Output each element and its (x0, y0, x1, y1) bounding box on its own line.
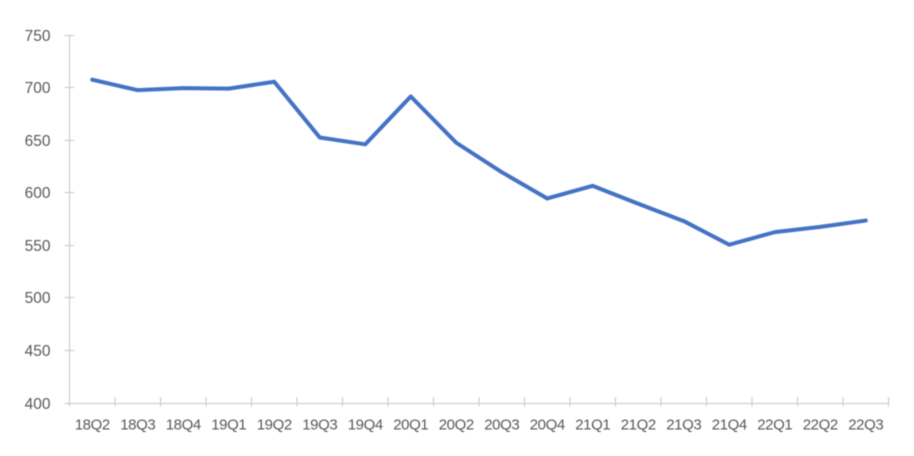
svg-text:750: 750 (25, 28, 51, 45)
svg-text:22Q2: 22Q2 (803, 416, 838, 433)
svg-text:21Q1: 21Q1 (575, 416, 610, 433)
svg-text:18Q2: 18Q2 (75, 416, 110, 433)
svg-text:18Q3: 18Q3 (120, 416, 155, 433)
svg-text:19Q2: 19Q2 (257, 416, 292, 433)
svg-text:20Q4: 20Q4 (530, 416, 565, 433)
svg-text:19Q3: 19Q3 (302, 416, 337, 433)
svg-text:700: 700 (25, 80, 51, 97)
svg-text:21Q4: 21Q4 (712, 416, 747, 433)
svg-text:20Q1: 20Q1 (393, 416, 428, 433)
svg-text:19Q1: 19Q1 (211, 416, 246, 433)
svg-text:22Q3: 22Q3 (848, 416, 883, 433)
svg-text:18Q4: 18Q4 (166, 416, 201, 433)
svg-text:20Q2: 20Q2 (439, 416, 474, 433)
svg-text:22Q1: 22Q1 (757, 416, 792, 433)
svg-text:550: 550 (25, 238, 51, 255)
svg-text:650: 650 (25, 133, 51, 150)
svg-text:600: 600 (25, 185, 51, 202)
svg-text:21Q2: 21Q2 (621, 416, 656, 433)
svg-text:400: 400 (25, 396, 51, 413)
svg-text:20Q3: 20Q3 (484, 416, 519, 433)
svg-text:450: 450 (25, 343, 51, 360)
svg-text:21Q3: 21Q3 (666, 416, 701, 433)
svg-text:500: 500 (25, 290, 51, 307)
svg-text:19Q4: 19Q4 (348, 416, 383, 433)
